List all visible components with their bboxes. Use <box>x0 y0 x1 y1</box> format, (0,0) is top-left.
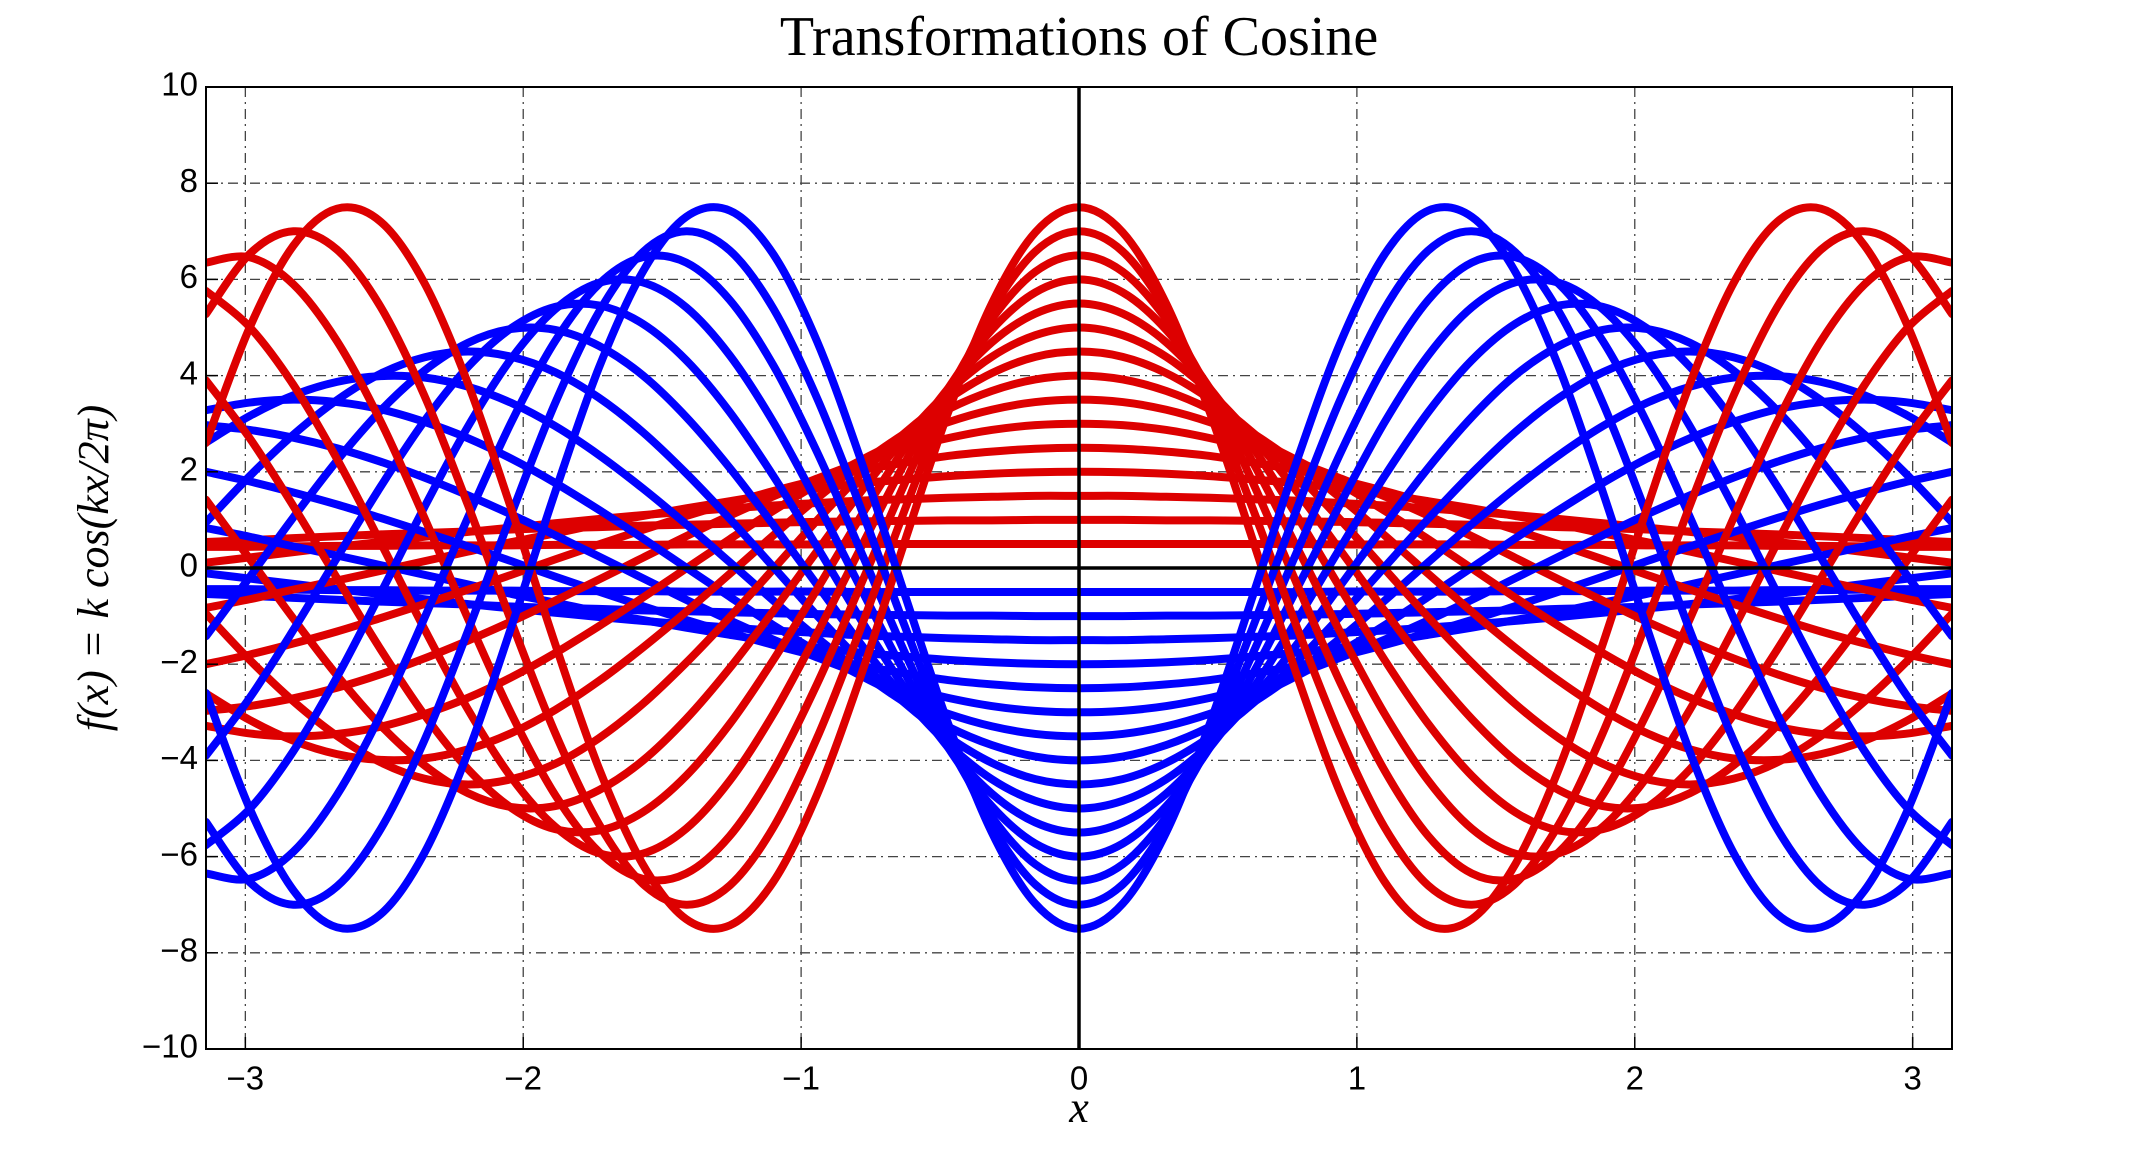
y-tick-label: −6 <box>160 835 198 872</box>
x-tick-label: 0 <box>1070 1060 1088 1097</box>
x-tick-label: 1 <box>1348 1060 1366 1097</box>
plot-frame <box>205 86 1953 1050</box>
y-tick-label: 0 <box>180 547 198 584</box>
x-axis-label: x <box>1068 1083 1089 1132</box>
curves <box>206 203 1952 933</box>
y-tick-label: −4 <box>160 739 198 776</box>
y-tick-label: −8 <box>160 932 198 969</box>
y-tick-label: 2 <box>180 451 198 488</box>
y-tick-label: 6 <box>180 258 198 295</box>
chart-title: Transformations of Cosine <box>780 6 1378 68</box>
y-tick-label: −2 <box>160 643 198 680</box>
y-tick-label: 4 <box>180 354 198 391</box>
y-tick-label: 8 <box>180 162 198 199</box>
x-tick-label: −1 <box>782 1060 820 1097</box>
x-tick-label: 2 <box>1626 1060 1644 1097</box>
y-tick-label: −10 <box>142 1028 198 1065</box>
y-axis-label: f(x) = k cos(kx/2π) <box>69 405 118 732</box>
y-tick-label: 10 <box>161 66 198 103</box>
x-tick-label: −2 <box>504 1060 542 1097</box>
x-tick-label: 3 <box>1903 1060 1921 1097</box>
x-tick-label: −3 <box>227 1060 265 1097</box>
